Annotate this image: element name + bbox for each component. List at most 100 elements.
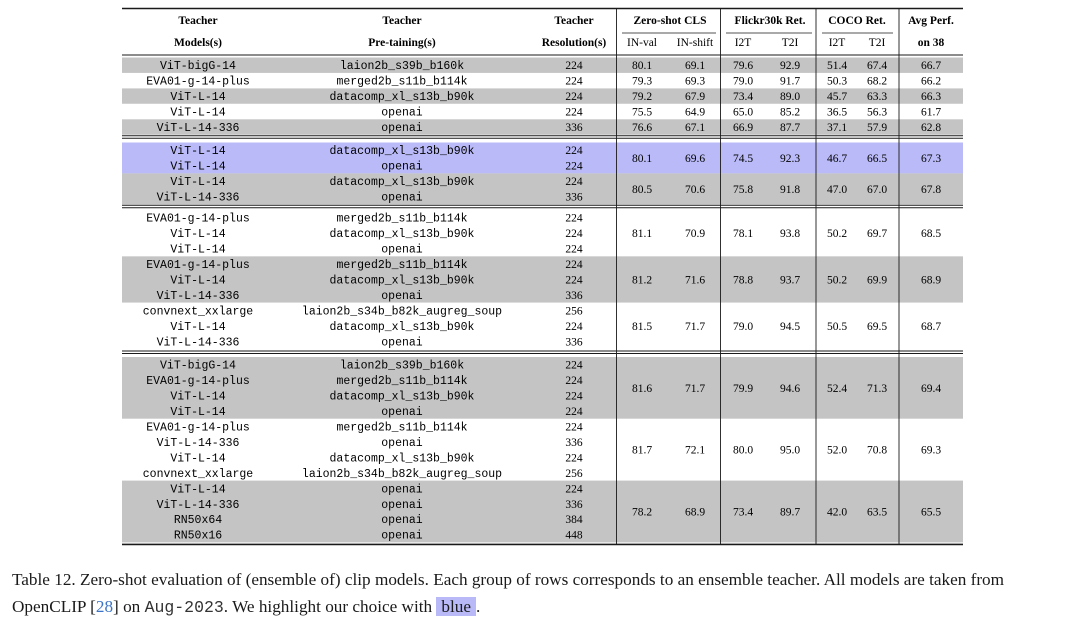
metric-in-shift: 71.6 (685, 275, 705, 287)
pretrain-name: datacomp_xl_s13b_b90k (330, 145, 475, 158)
pretrain-name: openai (381, 514, 423, 527)
metric-coco-t2i: 63.3 (867, 91, 887, 103)
resolution: 224 (565, 161, 583, 173)
metric-avg: 66.2 (921, 76, 941, 88)
metric-in-val: 78.2 (632, 507, 652, 519)
model-name: RN50x64 (174, 514, 222, 527)
model-name: ViT-L-14 (170, 483, 225, 496)
pretrain-name: merged2b_s11b_b114k (336, 259, 467, 272)
resolution: 224 (565, 452, 583, 464)
model-name: RN50x16 (174, 530, 222, 543)
subheader-in-val: IN-val (627, 37, 657, 49)
caption-text-1: Table 12. Zero-shot evaluation of (ensem… (12, 570, 1005, 616)
metric-flickr-t2i: 92.9 (780, 60, 800, 72)
resolution: 224 (565, 76, 583, 88)
group-shade-3-1 (122, 418, 963, 481)
table-rules (122, 7, 963, 546)
metric-flickr-i2t: 79.0 (733, 76, 753, 88)
pretrain-name: laion2b_s34b_b82k_augreg_soup (302, 305, 502, 318)
metric-in-shift: 71.7 (685, 383, 705, 395)
group-shade-2-1 (122, 256, 963, 303)
metric-in-shift: 64.9 (685, 107, 705, 119)
model-name: ViT-L-14 (170, 176, 225, 189)
resolution: 224 (565, 107, 583, 119)
metric-coco-i2t: 52.4 (827, 383, 847, 395)
metric-coco-t2i: 71.3 (867, 383, 887, 395)
resolution: 224 (565, 422, 583, 434)
metric-coco-t2i: 69.5 (867, 321, 887, 333)
model-name: convnext_xxlarge (143, 305, 254, 318)
group-shade-2-0 (122, 210, 963, 257)
metric-flickr-t2i: 85.2 (780, 107, 800, 119)
pretrain-name: openai (381, 107, 423, 120)
pretrain-name: openai (381, 244, 423, 257)
model-name: ViT-L-14 (170, 452, 225, 465)
metric-in-shift: 70.9 (685, 228, 705, 240)
metric-flickr-i2t: 75.8 (733, 184, 753, 196)
model-name: ViT-L-14-336 (157, 192, 240, 205)
metric-in-val: 81.6 (632, 383, 652, 395)
metric-avg: 69.4 (921, 383, 941, 395)
model-name: ViT-L-14 (170, 275, 225, 288)
metric-flickr-i2t: 74.5 (733, 153, 753, 165)
subheader-coco-i2t: I2T (829, 37, 846, 49)
metric-coco-i2t: 50.3 (827, 76, 847, 88)
metric-in-shift: 67.1 (685, 122, 705, 134)
pretrain-name: merged2b_s11b_b114k (336, 375, 467, 388)
metric-flickr-i2t: 73.4 (733, 507, 753, 519)
metric-in-val: 80.1 (632, 60, 652, 72)
metric-avg: 68.5 (921, 228, 941, 240)
metric-avg: 66.3 (921, 91, 941, 103)
model-name: ViT-L-14-336 (157, 437, 240, 450)
metric-flickr-t2i: 94.6 (780, 383, 800, 395)
metric-avg: 67.3 (921, 153, 941, 165)
pretrain-name: datacomp_xl_s13b_b90k (330, 391, 475, 404)
resolution: 256 (565, 305, 583, 317)
metric-flickr-i2t: 79.9 (733, 383, 753, 395)
pretrain-name: openai (381, 406, 423, 419)
metric-coco-i2t: 46.7 (827, 153, 847, 165)
pretrain-name: datacomp_xl_s13b_b90k (330, 228, 475, 241)
metric-avg: 61.7 (921, 107, 941, 119)
header-model-line1: Teacher (178, 15, 217, 27)
metric-flickr-t2i: 87.7 (780, 122, 800, 134)
resolution: 224 (565, 321, 583, 333)
model-name: EVA01-g-14-plus (146, 213, 250, 226)
metric-flickr-i2t: 79.6 (733, 60, 753, 72)
resolution: 224 (565, 483, 583, 495)
group-shade-0-0 (122, 57, 963, 73)
pretrain-name: openai (381, 336, 423, 349)
metric-coco-i2t: 50.2 (827, 275, 847, 287)
resolution: 336 (565, 336, 583, 348)
group-shade-0-3 (122, 103, 963, 120)
group-shade-3-0 (122, 357, 963, 419)
metric-flickr-t2i: 92.3 (780, 153, 800, 165)
metric-in-val: 81.2 (632, 275, 652, 287)
caption-text-4: . (476, 597, 481, 616)
results-table: Teacher Models(s) Teacher Pre-taining(s)… (122, 7, 963, 546)
metric-avg: 62.8 (921, 122, 941, 134)
citation-link[interactable]: 28 (95, 597, 114, 616)
table-caption: Table 12. Zero-shot evaluation of (ensem… (12, 566, 1078, 621)
metric-flickr-t2i: 93.8 (780, 228, 800, 240)
pretrain-name: laion2b_s34b_b82k_augreg_soup (302, 468, 502, 481)
metric-flickr-t2i: 91.8 (780, 184, 800, 196)
pretrain-name: openai (381, 499, 423, 512)
model-name: ViT-bigG-14 (160, 60, 236, 73)
header-flickr: Flickr30k Ret. (735, 15, 806, 27)
table-body: ViT-bigG-14 laion2b_s39b_b160k 224 80.1 69.1… (143, 60, 942, 542)
metric-avg: 68.9 (921, 275, 941, 287)
group-shade-3-2 (122, 480, 963, 543)
resolution: 224 (565, 275, 583, 287)
pretrain-name: merged2b_s11b_b114k (336, 422, 467, 435)
metric-in-shift: 69.6 (685, 153, 705, 165)
resolution: 224 (565, 213, 583, 225)
model-name: ViT-L-14 (170, 145, 225, 158)
metric-coco-i2t: 45.7 (827, 91, 847, 103)
header-pretrain-line1: Teacher (382, 15, 421, 27)
metric-in-shift: 67.9 (685, 91, 705, 103)
pretrain-name: openai (381, 122, 423, 135)
metric-in-val: 81.5 (632, 321, 652, 333)
model-name: ViT-L-14-336 (157, 499, 240, 512)
metric-coco-i2t: 51.4 (827, 60, 847, 72)
